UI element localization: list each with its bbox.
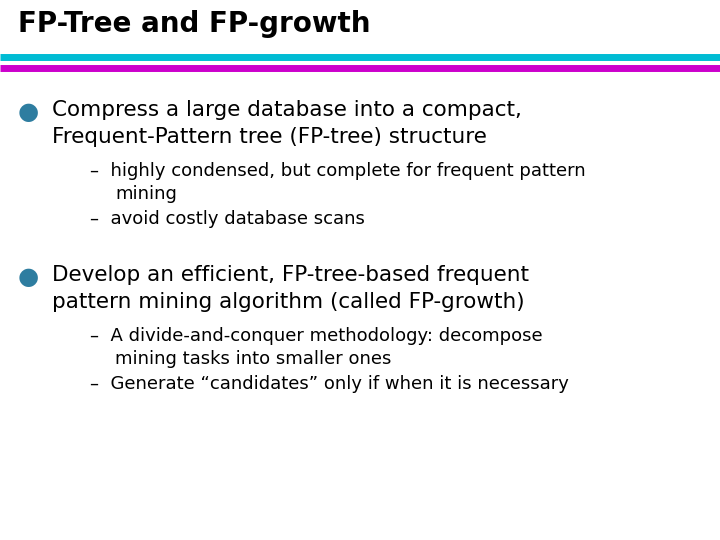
Text: mining: mining	[115, 185, 177, 203]
Text: Develop an efficient, FP-tree-based frequent: Develop an efficient, FP-tree-based freq…	[52, 265, 529, 285]
Text: –  Generate “candidates” only if when it is necessary: – Generate “candidates” only if when it …	[90, 375, 569, 393]
Text: –  highly condensed, but complete for frequent pattern: – highly condensed, but complete for fre…	[90, 162, 585, 180]
Text: ●: ●	[18, 265, 39, 289]
Text: –  A divide-and-conquer methodology: decompose: – A divide-and-conquer methodology: deco…	[90, 327, 543, 345]
Text: FP-Tree and FP-growth: FP-Tree and FP-growth	[18, 10, 371, 38]
Text: Frequent-Pattern tree (FP-tree) structure: Frequent-Pattern tree (FP-tree) structur…	[52, 127, 487, 147]
Text: pattern mining algorithm (called FP-growth): pattern mining algorithm (called FP-grow…	[52, 292, 525, 312]
Text: ●: ●	[18, 100, 39, 124]
Text: mining tasks into smaller ones: mining tasks into smaller ones	[115, 350, 392, 368]
Text: –  avoid costly database scans: – avoid costly database scans	[90, 210, 365, 228]
Text: Compress a large database into a compact,: Compress a large database into a compact…	[52, 100, 522, 120]
